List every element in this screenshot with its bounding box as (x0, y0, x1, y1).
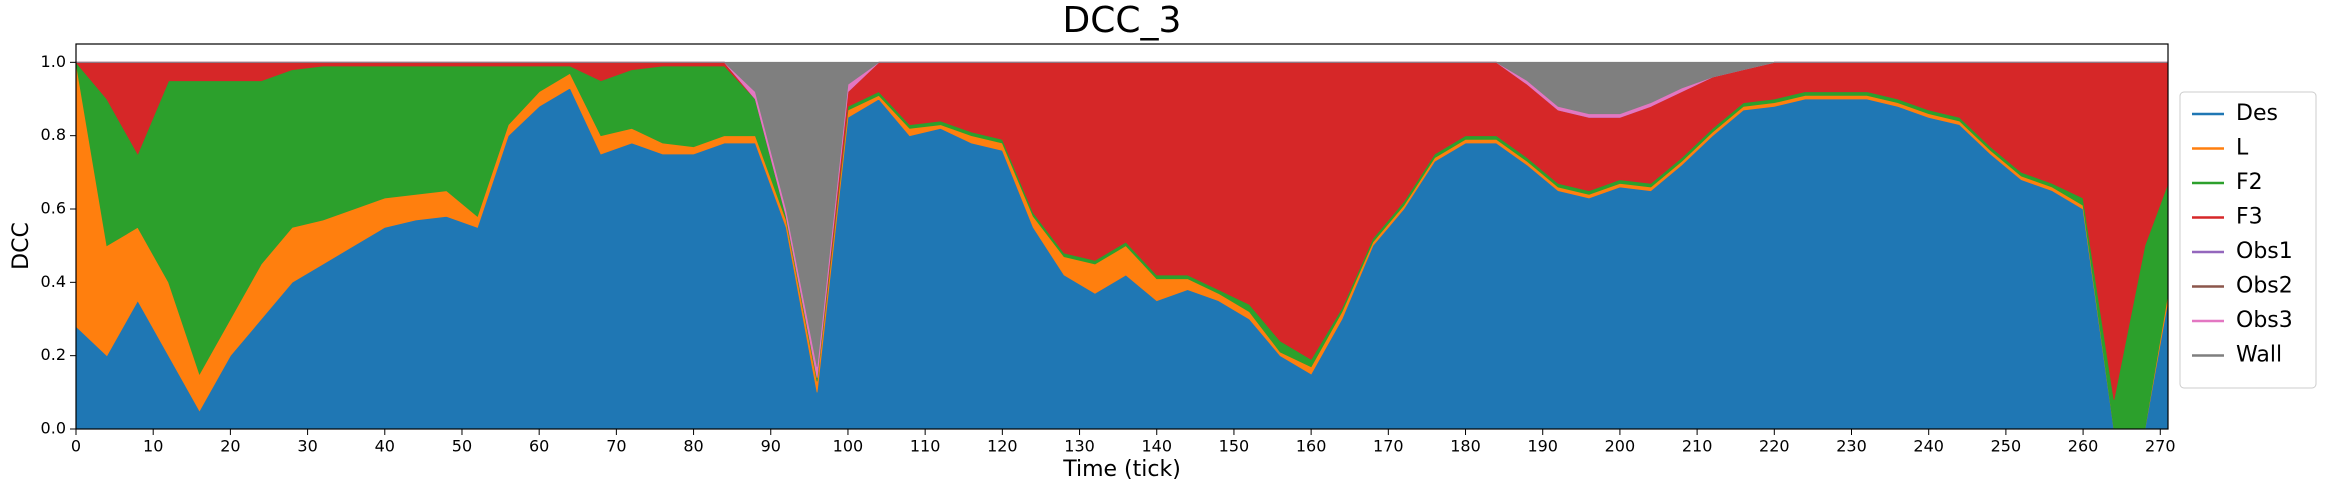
x-tick-label: 180 (1450, 437, 1481, 456)
x-tick-label: 230 (1836, 437, 1867, 456)
x-tick-label: 40 (375, 437, 395, 456)
legend-label: Wall (2236, 343, 2282, 368)
legend-label: L (2236, 136, 2249, 161)
x-tick-label: 60 (529, 437, 549, 456)
x-tick-label: 250 (1991, 437, 2022, 456)
x-tick-label: 0 (71, 437, 81, 456)
y-tick-label: 0.8 (41, 125, 66, 144)
x-tick-label: 190 (1527, 437, 1558, 456)
legend-label: F3 (2236, 205, 2263, 230)
legend-box (2179, 91, 2317, 389)
y-tick-label: 0.4 (41, 272, 66, 291)
chart-title: DCC_3 (1063, 0, 1182, 41)
x-tick-label: 80 (683, 437, 703, 456)
x-tick-label: 90 (761, 437, 781, 456)
x-tick-label: 140 (1141, 437, 1172, 456)
x-tick-label: 210 (1682, 437, 1713, 456)
x-tick-label: 20 (220, 437, 240, 456)
y-tick-label: 1.0 (41, 52, 66, 71)
y-axis-label: DCC (9, 222, 34, 270)
x-tick-label: 120 (987, 437, 1018, 456)
x-tick-label: 110 (910, 437, 941, 456)
y-tick-label: 0.0 (41, 419, 66, 438)
plot-area (75, 60, 2169, 430)
x-tick-label: 100 (833, 437, 864, 456)
x-axis-label: Time (tick) (1062, 457, 1181, 482)
x-tick-label: 50 (452, 437, 472, 456)
x-tick-label: 220 (1759, 437, 1790, 456)
x-tick-label: 160 (1296, 437, 1327, 456)
legend-label: Obs2 (2236, 274, 2293, 299)
area (76, 61, 2168, 367)
x-tick-label: 150 (1219, 437, 1250, 456)
x-tick-label: 130 (1064, 437, 1095, 456)
x-tick-label: 70 (606, 437, 626, 456)
axes-frame (75, 43, 2169, 430)
x-tick-label: 270 (2145, 437, 2176, 456)
y-tick-label: 0.6 (41, 199, 66, 218)
x-tick-label: 260 (2068, 437, 2099, 456)
x-tick-label: 30 (297, 437, 317, 456)
legend-label: Obs3 (2236, 308, 2293, 333)
legend-label: Obs1 (2236, 239, 2293, 264)
x-tick-label: 170 (1373, 437, 1404, 456)
legend-label: F2 (2236, 170, 2263, 195)
x-tick-label: 240 (1913, 437, 1944, 456)
legend-label: Des (2236, 101, 2278, 126)
x-tick-label: 200 (1605, 437, 1636, 456)
y-tick-label: 0.2 (41, 345, 66, 364)
x-tick-label: 10 (143, 437, 163, 456)
